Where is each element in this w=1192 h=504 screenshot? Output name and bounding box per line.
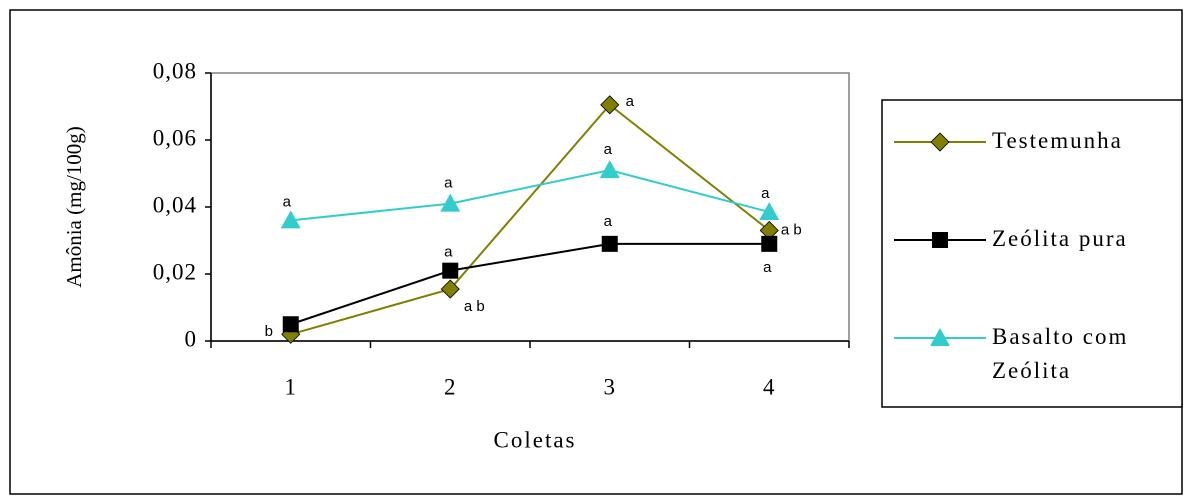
point-annotation: a	[444, 244, 453, 261]
data-point	[282, 316, 299, 333]
data-point	[761, 235, 778, 252]
data-point	[440, 193, 461, 212]
x-axis-title: Coletas	[494, 427, 577, 452]
data-point	[759, 202, 780, 221]
legend-label-box: Zeólita pura	[992, 226, 1128, 251]
data-point	[601, 235, 618, 252]
legend-frame	[881, 99, 1183, 408]
data-point	[440, 279, 460, 299]
legend-marker	[932, 232, 948, 248]
y-tick-label: 0,02	[153, 259, 197, 284]
y-tick-label: 0,04	[153, 192, 197, 217]
legend-label-box: Basalto com Zeólita	[992, 324, 1129, 383]
y-tick-label: 0,08	[153, 58, 197, 83]
point-annotation: a	[604, 213, 613, 230]
x-tick-label: 4	[763, 374, 776, 399]
legend-label-box: Testemunha	[992, 128, 1123, 153]
y-axis-title: Amônia (mg/100g)	[62, 126, 86, 288]
x-tick-label: 2	[444, 374, 457, 399]
point-annotation: a	[604, 141, 613, 158]
point-annotation: a	[626, 93, 635, 110]
x-tick-label: 1	[285, 374, 298, 399]
data-point	[599, 160, 620, 179]
point-annotation: a b	[464, 298, 485, 315]
point-annotation: b	[265, 323, 273, 340]
data-point	[600, 95, 620, 115]
point-annotation: a	[283, 193, 292, 210]
data-point	[280, 210, 301, 229]
y-tick-label: 0,06	[153, 125, 197, 150]
point-annotation: a	[444, 175, 453, 192]
y-tick-label: 0	[185, 326, 198, 351]
point-annotation: a	[761, 185, 770, 202]
series-line	[290, 103, 770, 336]
legend-marker	[930, 132, 950, 152]
point-annotation: a	[763, 259, 772, 276]
series-line	[290, 242, 770, 326]
x-tick-label: 3	[604, 374, 617, 399]
legend-label: Testemunha	[992, 128, 1123, 153]
data-point	[442, 262, 459, 279]
legend-label: Basalto com Zeólita	[992, 324, 1129, 383]
series-line	[290, 169, 770, 222]
point-annotation: a b	[781, 221, 802, 238]
legend-label: Zeólita pura	[992, 226, 1128, 251]
legend-marker	[930, 328, 950, 346]
